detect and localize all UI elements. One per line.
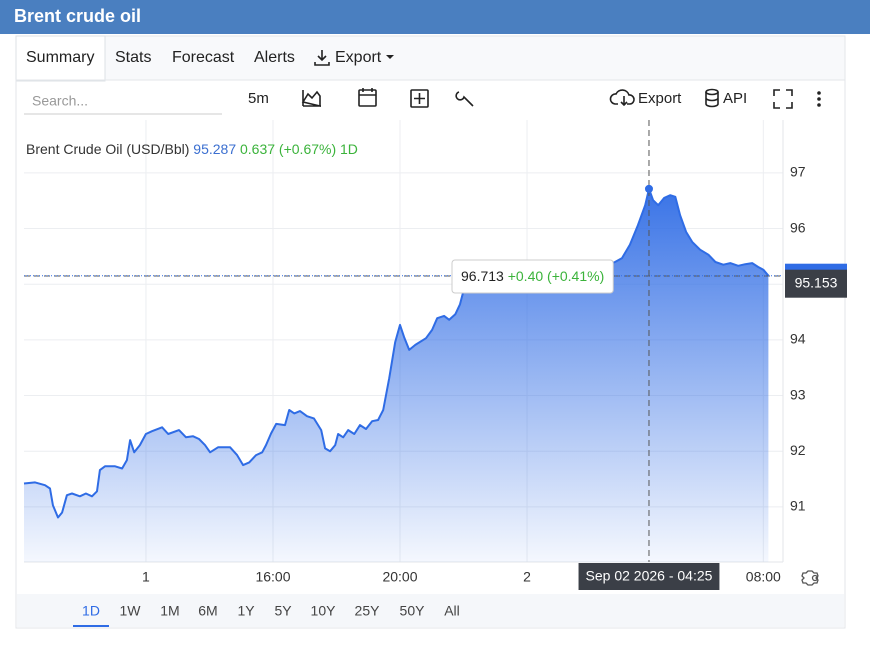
tab-bar: [15, 35, 846, 81]
x-tick-label: 08:00: [746, 569, 781, 585]
crosshair-date-box: [578, 563, 720, 590]
range-button[interactable]: 25Y: [355, 603, 381, 619]
legend: Brent Crude Oil (USD/Bbl) 95.287 0.637 (…: [26, 141, 358, 157]
tab[interactable]: Summary: [26, 49, 94, 66]
last-price-label: 95.153: [795, 274, 838, 290]
range-button[interactable]: 1M: [160, 603, 179, 619]
y-tick-label: 91: [790, 498, 806, 514]
chart-type-icon[interactable]: [301, 90, 321, 108]
tooltip-change: +0.40 (+0.41%): [508, 268, 605, 284]
crosshair-date: Sep 02 2026 - 04:25: [586, 568, 713, 584]
legend-interval: 1D: [340, 141, 358, 157]
tab[interactable]: Alerts: [254, 49, 295, 66]
range-button[interactable]: 1D: [82, 603, 100, 619]
tab[interactable]: Forecast: [172, 49, 235, 66]
x-tick-label: 1: [142, 569, 150, 585]
price-line: [23, 187, 770, 519]
fullscreen-icon[interactable]: [773, 89, 793, 109]
api-icon: [705, 88, 719, 108]
calendar-icon[interactable]: [358, 88, 377, 107]
range-button[interactable]: 50Y: [400, 603, 426, 619]
search-input[interactable]: Search...: [32, 93, 88, 109]
interval-button[interactable]: 5m: [248, 90, 269, 107]
x-tick-label: 20:00: [382, 569, 417, 585]
overlay: 91 92 93 94 96 97 1 16:00 20:00 2 08:00 95.153 96.71…: [24, 120, 847, 590]
axis-settings-icon-center: [811, 574, 819, 582]
api-button[interactable]: API: [723, 90, 747, 107]
more-menu-icon[interactable]: [817, 91, 821, 107]
tooltip-value: 96.713: [461, 268, 504, 284]
y-tick-label: 92: [790, 442, 806, 458]
x-tick-label: 16:00: [255, 569, 290, 585]
y-tick-label: 94: [790, 331, 806, 347]
range-button[interactable]: 5Y: [274, 603, 292, 619]
widget-frame: [15, 79, 846, 629]
range-button[interactable]: 10Y: [311, 603, 337, 619]
crosshair-point: [644, 184, 653, 193]
tab[interactable]: Stats: [115, 49, 151, 66]
legend-price: 95.287: [193, 141, 236, 157]
legend-change: 0.637 (+0.67%): [240, 141, 336, 157]
tab[interactable]: Export: [335, 49, 382, 66]
series-name: Brent Crude Oil (USD/Bbl): [26, 141, 189, 157]
y-tick-label: 93: [790, 386, 806, 402]
add-indicator-icon[interactable]: [410, 89, 429, 108]
range-button[interactable]: 1Y: [237, 603, 255, 619]
caret: [386, 55, 394, 59]
tooltip: 96.713 +0.40 (+0.41%): [461, 268, 604, 284]
range-button[interactable]: All: [444, 603, 460, 619]
active-tab-bg: [15, 35, 106, 82]
download-icon: [314, 50, 330, 66]
y-tick-label: 97: [790, 164, 806, 180]
last-price-accent: [785, 263, 847, 272]
range-button[interactable]: 1W: [120, 603, 142, 619]
range-active-underline: [73, 625, 109, 627]
last-price-box: [785, 269, 847, 298]
x-tick-label: 2: [523, 569, 531, 585]
export-button[interactable]: Export: [638, 90, 682, 107]
range-button[interactable]: 6M: [198, 603, 217, 619]
export-icon: [609, 89, 635, 107]
y-tick-label: 96: [790, 219, 806, 235]
range-buttons: 1D 1W 1M 6M 1Y 5Y 10Y 25Y 50Y All: [73, 603, 460, 627]
page-title: Brent crude oil: [14, 6, 141, 26]
range-bar: [17, 594, 844, 627]
header-bar: [0, 0, 870, 34]
axis-settings-icon[interactable]: [801, 570, 819, 586]
tooltip-box: [451, 259, 614, 294]
settings-wrench-icon[interactable]: [455, 91, 474, 107]
